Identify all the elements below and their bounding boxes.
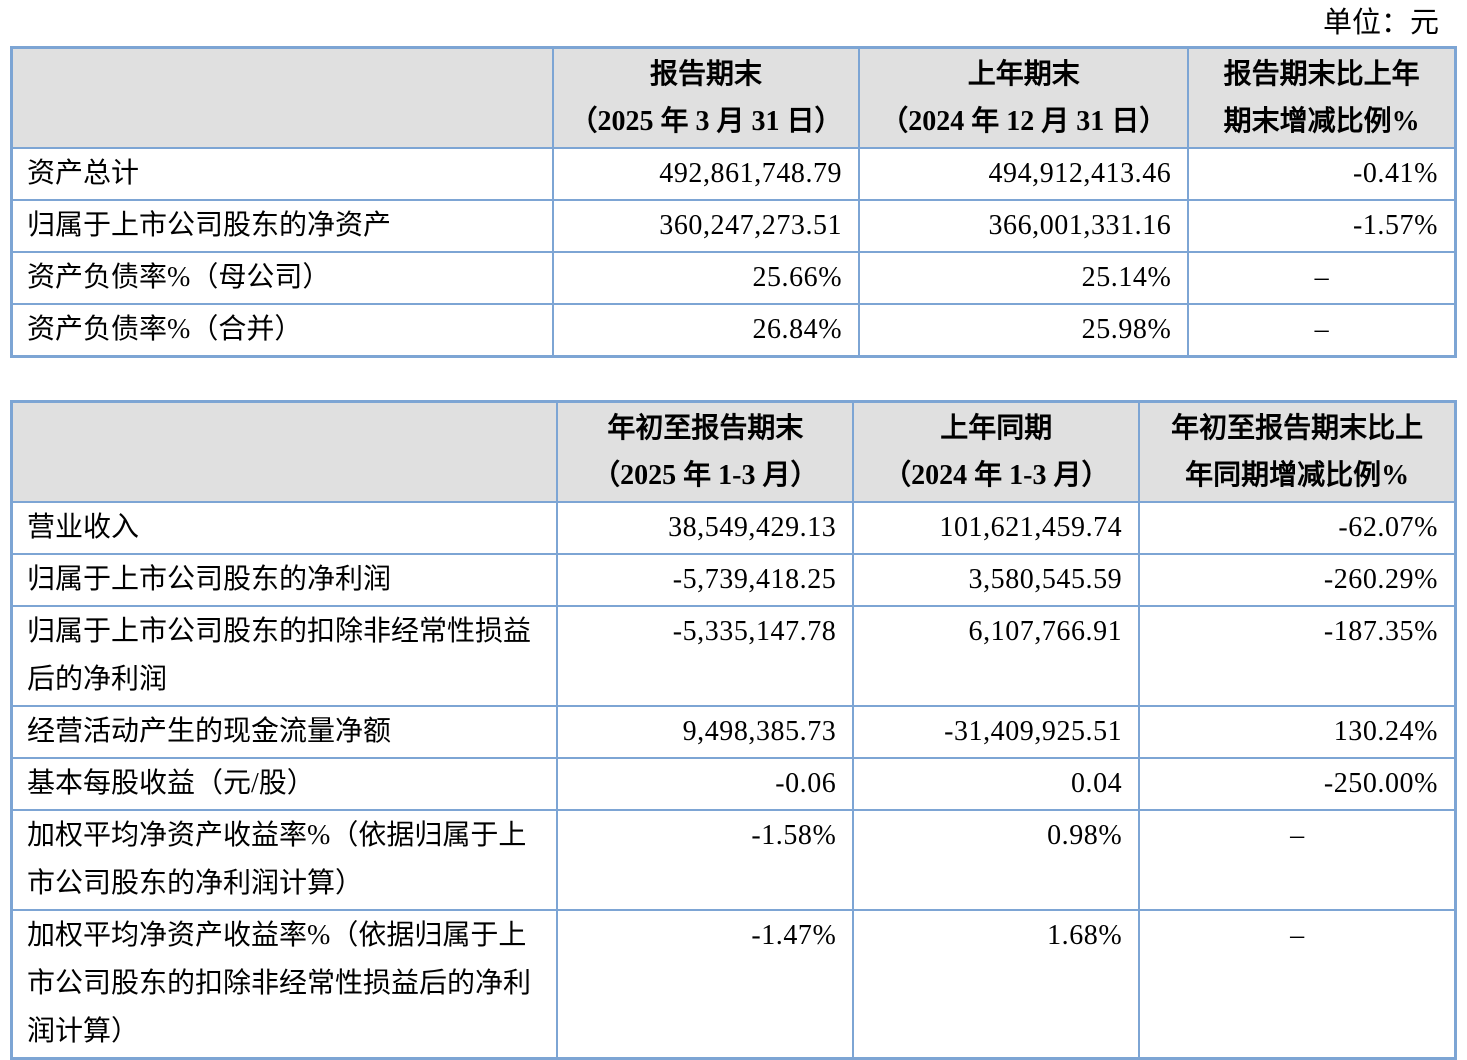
value-current: -0.06 [556, 757, 855, 811]
header-prior-year-end: 上年期末 （2024 年 12 月 31 日） [858, 46, 1190, 149]
table-row: 加权平均净资产收益率%（依据归属于上市公司股东的净利润计算） -1.58% 0.… [10, 809, 1457, 911]
header-change-ratio: 年初至报告期末比上 年同期增减比例% [1138, 400, 1457, 503]
header-empty-cell [10, 46, 554, 149]
table-row: 营业收入 38,549,429.13 101,621,459.74 -62.07… [10, 501, 1457, 555]
value-current: 9,498,385.73 [556, 705, 855, 759]
value-change-dash: – [1187, 303, 1457, 358]
table-row: 加权平均净资产收益率%（依据归属于上市公司股东的扣除非经常性损益后的净利润计算）… [10, 909, 1457, 1060]
row-label: 加权平均净资产收益率%（依据归属于上市公司股东的扣除非经常性损益后的净利润计算） [10, 909, 559, 1060]
value-prior: 0.04 [852, 757, 1141, 811]
header-line: （2024 年 1-3 月） [883, 460, 1110, 491]
value-prior: 494,912,413.46 [858, 147, 1190, 201]
value-change: -62.07% [1138, 501, 1457, 555]
value-current: -1.47% [556, 909, 855, 1060]
header-line: 期末增减比例% [1223, 106, 1420, 137]
table-row: 归属于上市公司股东的净资产 360,247,273.51 366,001,331… [10, 199, 1457, 253]
header-line: 年初至报告期末 [607, 413, 804, 444]
value-prior: 25.98% [858, 303, 1190, 358]
value-change: -1.57% [1187, 199, 1457, 253]
value-prior: 6,107,766.91 [852, 605, 1141, 707]
value-change: -187.35% [1138, 605, 1457, 707]
value-prior: 3,580,545.59 [852, 553, 1141, 607]
header-empty-cell [10, 400, 559, 503]
header-line: （2025 年 1-3 月） [592, 460, 819, 491]
header-prior-same-period: 上年同期 （2024 年 1-3 月） [852, 400, 1141, 503]
header-row: 年初至报告期末 （2025 年 1-3 月） 上年同期 （2024 年 1-3 … [10, 400, 1457, 503]
table-row: 基本每股收益（元/股） -0.06 0.04 -250.00% [10, 757, 1457, 811]
value-current: 360,247,273.51 [551, 199, 861, 253]
header-report-period-end: 报告期末 （2025 年 3 月 31 日） [551, 46, 861, 149]
row-label: 经营活动产生的现金流量净额 [10, 705, 559, 759]
header-row: 报告期末 （2025 年 3 月 31 日） 上年期末 （2024 年 12 月… [10, 46, 1457, 149]
header-change-ratio: 报告期末比上年 期末增减比例% [1187, 46, 1457, 149]
header-line: 报告期末比上年 [1223, 59, 1420, 90]
header-line: （2024 年 12 月 31 日） [880, 106, 1168, 137]
row-label: 加权平均净资产收益率%（依据归属于上市公司股东的净利润计算） [10, 809, 559, 911]
value-prior: 101,621,459.74 [852, 501, 1141, 555]
value-current: 38,549,429.13 [556, 501, 855, 555]
row-label: 资产总计 [10, 147, 554, 201]
header-line: （2025 年 3 月 31 日） [569, 106, 843, 137]
value-change: 130.24% [1138, 705, 1457, 759]
header-ytd-period: 年初至报告期末 （2025 年 1-3 月） [556, 400, 855, 503]
table-row: 资产总计 492,861,748.79 494,912,413.46 -0.41… [10, 147, 1457, 201]
header-line: 年初至报告期末比上 [1171, 413, 1424, 444]
value-change: -250.00% [1138, 757, 1457, 811]
value-prior: 25.14% [858, 251, 1190, 305]
table-row: 归属于上市公司股东的扣除非经常性损益后的净利润 -5,335,147.78 6,… [10, 605, 1457, 707]
value-change-dash: – [1138, 809, 1457, 911]
value-change-dash: – [1187, 251, 1457, 305]
row-label: 资产负债率%（合并） [10, 303, 554, 358]
header-line: 年同期增减比例% [1185, 460, 1410, 491]
value-change: -260.29% [1138, 553, 1457, 607]
value-prior: 1.68% [852, 909, 1141, 1060]
table-row: 资产负债率%（母公司） 25.66% 25.14% – [10, 251, 1457, 305]
balance-sheet-summary-table: 报告期末 （2025 年 3 月 31 日） 上年期末 （2024 年 12 月… [10, 46, 1457, 358]
row-label: 基本每股收益（元/股） [10, 757, 559, 811]
value-change: -0.41% [1187, 147, 1457, 201]
value-current: -5,335,147.78 [556, 605, 855, 707]
row-label: 归属于上市公司股东的净利润 [10, 553, 559, 607]
value-current: -5,739,418.25 [556, 553, 855, 607]
income-summary-table: 年初至报告期末 （2025 年 1-3 月） 上年同期 （2024 年 1-3 … [10, 400, 1457, 1060]
table-row: 归属于上市公司股东的净利润 -5,739,418.25 3,580,545.59… [10, 553, 1457, 607]
row-label: 归属于上市公司股东的扣除非经常性损益后的净利润 [10, 605, 559, 707]
table-spacer [10, 358, 1457, 400]
row-label: 归属于上市公司股东的净资产 [10, 199, 554, 253]
header-line: 上年期末 [967, 59, 1080, 90]
value-prior: 0.98% [852, 809, 1141, 911]
table-row: 经营活动产生的现金流量净额 9,498,385.73 -31,409,925.5… [10, 705, 1457, 759]
header-line: 上年同期 [940, 413, 1053, 444]
value-current: 26.84% [551, 303, 861, 358]
header-line: 报告期末 [650, 59, 763, 90]
value-current: -1.58% [556, 809, 855, 911]
row-label: 营业收入 [10, 501, 559, 555]
row-label: 资产负债率%（母公司） [10, 251, 554, 305]
value-change-dash: – [1138, 909, 1457, 1060]
value-current: 25.66% [551, 251, 861, 305]
unit-label: 单位：元 [1322, 7, 1439, 39]
value-prior: -31,409,925.51 [852, 705, 1141, 759]
value-prior: 366,001,331.16 [858, 199, 1190, 253]
table-row: 资产负债率%（合并） 26.84% 25.98% – [10, 303, 1457, 358]
value-current: 492,861,748.79 [551, 147, 861, 201]
